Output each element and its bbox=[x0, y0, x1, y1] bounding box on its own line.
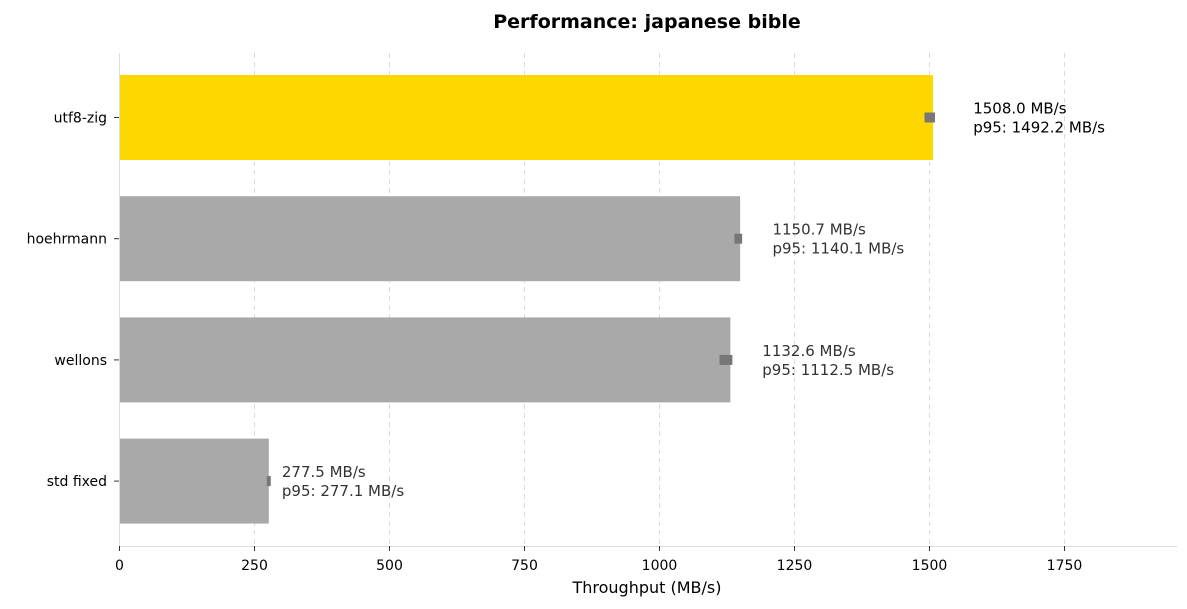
p95-label: p95: 277.1 MB/s bbox=[282, 482, 404, 500]
value-label: 1150.7 MB/s bbox=[772, 221, 866, 239]
x-tick-label: 1250 bbox=[777, 558, 813, 574]
y-tick-label: utf8-zig bbox=[54, 111, 107, 127]
error-bar bbox=[924, 112, 936, 123]
y-ticks: utf8-zig hoehrmann wellons std fixed bbox=[27, 111, 119, 490]
y-tick-label: wellons bbox=[54, 353, 107, 369]
bar-hoehrmann bbox=[119, 196, 741, 282]
value-label: 1508.0 MB/s bbox=[973, 100, 1067, 118]
x-tick-label: 500 bbox=[376, 558, 403, 574]
p95-label: p95: 1492.2 MB/s bbox=[973, 119, 1105, 137]
p95-label: p95: 1112.5 MB/s bbox=[762, 361, 894, 379]
axes-group bbox=[119, 53, 1177, 547]
x-ticks: 0 250 500 750 1000 1250 1500 1750 bbox=[115, 546, 1082, 574]
error-bar bbox=[719, 354, 733, 365]
x-tick-label: 750 bbox=[511, 558, 538, 574]
x-tick-label: 250 bbox=[241, 558, 268, 574]
x-tick-label: 0 bbox=[115, 558, 124, 574]
error-bar bbox=[734, 233, 743, 244]
x-tick-label: 1500 bbox=[912, 558, 948, 574]
y-tick-label: std fixed bbox=[47, 474, 107, 490]
bar-std-fixed bbox=[119, 438, 269, 524]
p95-label: p95: 1140.1 MB/s bbox=[772, 240, 904, 258]
bars-group bbox=[119, 75, 936, 524]
x-axis-label: Throughput (MB/s) bbox=[571, 578, 721, 597]
bar-utf8-zig bbox=[119, 75, 934, 160]
value-label: 277.5 MB/s bbox=[282, 463, 366, 481]
chart-title: Performance: japanese bible bbox=[493, 11, 800, 33]
x-tick-label: 1750 bbox=[1047, 558, 1083, 574]
value-label: 1132.6 MB/s bbox=[762, 342, 856, 360]
y-tick-label: hoehrmann bbox=[27, 232, 107, 248]
error-bar bbox=[266, 476, 271, 487]
bar-wellons bbox=[119, 317, 731, 403]
x-tick-label: 1000 bbox=[642, 558, 678, 574]
